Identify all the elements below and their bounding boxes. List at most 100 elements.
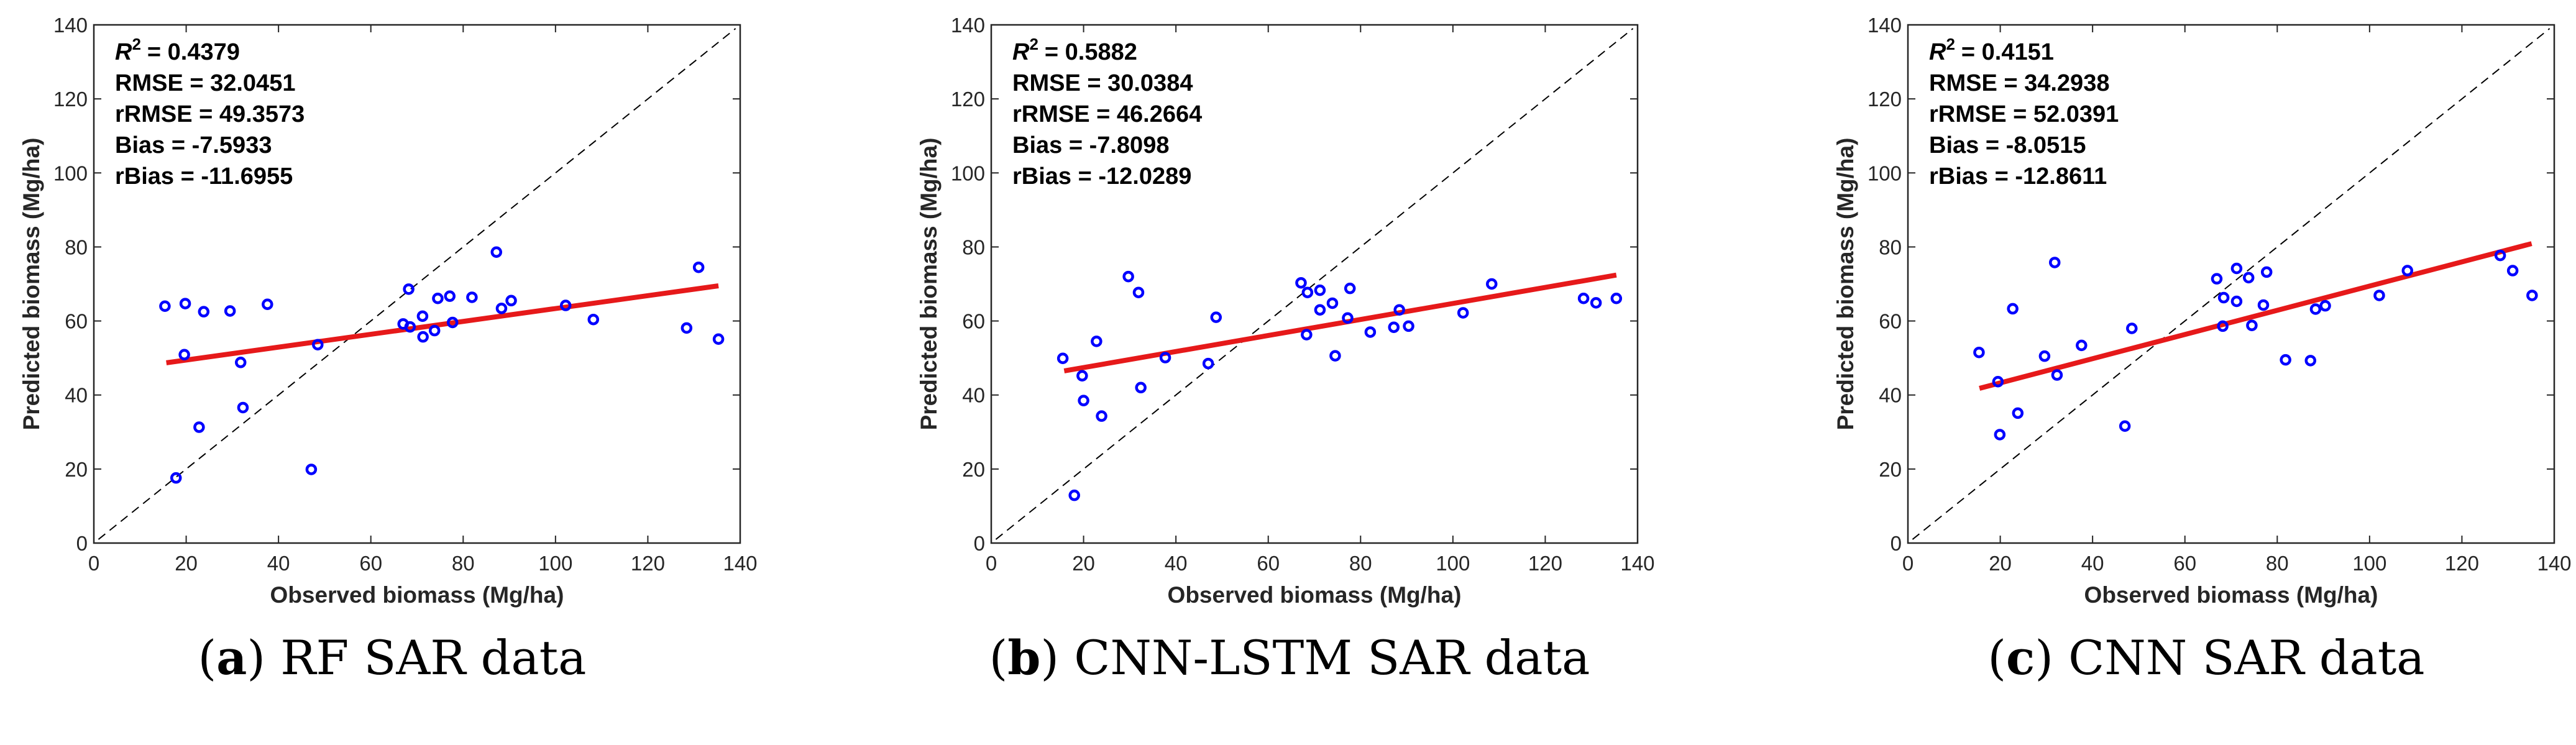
x-tick-label: 80 (2266, 552, 2289, 575)
stat-line: rRMSE = 46.2664 (1012, 101, 1202, 127)
data-point (1301, 286, 1314, 298)
panel-caption: (b) CNN-LSTM SAR data (989, 630, 1590, 685)
stat-line: RMSE = 32.0451 (115, 70, 295, 96)
y-tick-label: 120 (53, 88, 88, 111)
data-point (1078, 395, 1089, 406)
data-point (2038, 350, 2051, 362)
data-point (2373, 290, 2385, 301)
data-point (2126, 322, 2138, 334)
data-point (198, 306, 210, 318)
data-point (1096, 410, 1107, 422)
data-point (305, 464, 318, 475)
data-point (2007, 303, 2019, 315)
x-tick-label: 40 (267, 552, 290, 575)
data-point (179, 298, 191, 309)
x-tick-label: 0 (1902, 552, 1914, 575)
y-tick-label: 80 (1879, 235, 1902, 258)
y-tick-label: 40 (1879, 384, 1902, 407)
x-tick-label: 40 (1165, 552, 1188, 575)
data-point (2051, 369, 2063, 381)
caption-letter: b (1007, 630, 1040, 685)
data-point (1329, 350, 1341, 362)
one-to-one-line (1912, 28, 2551, 540)
data-point (2260, 266, 2273, 278)
data-point (2280, 354, 2291, 366)
data-point (1403, 320, 1414, 332)
data-point (1076, 370, 1088, 382)
regression-line (1063, 272, 1617, 373)
y-tick-label: 0 (76, 532, 88, 555)
data-point (1295, 277, 1307, 289)
y-tick-label: 40 (65, 384, 88, 407)
data-point (2076, 339, 2088, 352)
stat-line: rRMSE = 52.0391 (1929, 101, 2119, 127)
r2-superscript: 2 (132, 35, 140, 53)
stat-line: rBias = -11.6955 (115, 163, 293, 190)
panel-caption: (a) RF SAR data (198, 630, 587, 685)
data-point (1135, 382, 1147, 394)
x-tick-label: 20 (1072, 552, 1095, 575)
y-axis-label: Predicted biomass (Mg/ha) (19, 138, 44, 431)
data-point (2304, 355, 2317, 367)
data-point (1068, 489, 1080, 501)
data-point (466, 291, 478, 303)
data-point (2211, 273, 2223, 285)
y-tick-label: 20 (1879, 458, 1902, 481)
caption-letter: c (2006, 630, 2035, 685)
data-point (490, 246, 503, 258)
x-axis-label: Observed biomass (Mg/ha) (270, 582, 564, 608)
one-to-one-line (98, 28, 736, 540)
data-point (2048, 257, 2061, 268)
y-tick-label: 60 (1879, 310, 1902, 333)
x-tick-label: 20 (1989, 552, 2012, 575)
data-point (505, 295, 517, 307)
stat-r2: R2 = 0.5882 (1012, 35, 1137, 65)
data-point (587, 313, 600, 326)
caption-open-paren: ( (198, 630, 217, 685)
caption-open-paren: ( (989, 630, 1008, 685)
data-point (159, 300, 171, 312)
data-point (1210, 311, 1222, 323)
x-tick-label: 40 (2081, 552, 2104, 575)
caption-close-paren: ) (1040, 630, 1074, 685)
x-tick-label: 20 (175, 552, 198, 575)
data-point (1973, 346, 1985, 359)
data-point (1590, 297, 1602, 309)
data-point (1994, 429, 2006, 441)
data-point (2526, 290, 2538, 301)
data-point (1577, 292, 1590, 304)
data-point (416, 310, 429, 322)
data-point (2230, 262, 2243, 275)
stat-r2: R2 = 0.4151 (1929, 35, 2054, 65)
data-point (1344, 282, 1356, 295)
data-point (1132, 286, 1145, 298)
data-point (2494, 249, 2506, 262)
x-axis-label: Observed biomass (Mg/ha) (1168, 582, 1462, 608)
regression-line (166, 283, 719, 365)
y-tick-label: 100 (951, 162, 985, 185)
y-tick-label: 80 (65, 235, 88, 258)
stat-line: Bias = -8.0515 (1929, 132, 2086, 158)
data-point (2319, 299, 2331, 312)
r2-value: = 0.5882 (1045, 39, 1137, 65)
data-point (2217, 320, 2229, 332)
r2-symbol: R (1929, 39, 1946, 65)
data-point (178, 349, 190, 361)
panel-b: 0 20 40 60 80 100 120 140 0 20 40 60 80 100 120 140 Obse… (916, 14, 1655, 685)
x-tick-label: 0 (88, 552, 99, 575)
y-tick-label: 60 (65, 310, 88, 333)
data-point (2246, 319, 2258, 331)
data-point (224, 305, 236, 317)
r2-symbol: R (115, 39, 132, 65)
caption-close-paren: ) (2035, 630, 2068, 685)
r2-symbol: R (1012, 39, 1030, 65)
y-tick-label: 120 (951, 88, 985, 111)
data-point (1326, 297, 1339, 309)
x-tick-label: 60 (2173, 552, 2196, 575)
data-point (432, 292, 444, 304)
caption-text: RF SAR data (280, 630, 586, 685)
data-point (1364, 326, 1377, 338)
data-point (2257, 299, 2270, 311)
data-point (404, 321, 416, 333)
